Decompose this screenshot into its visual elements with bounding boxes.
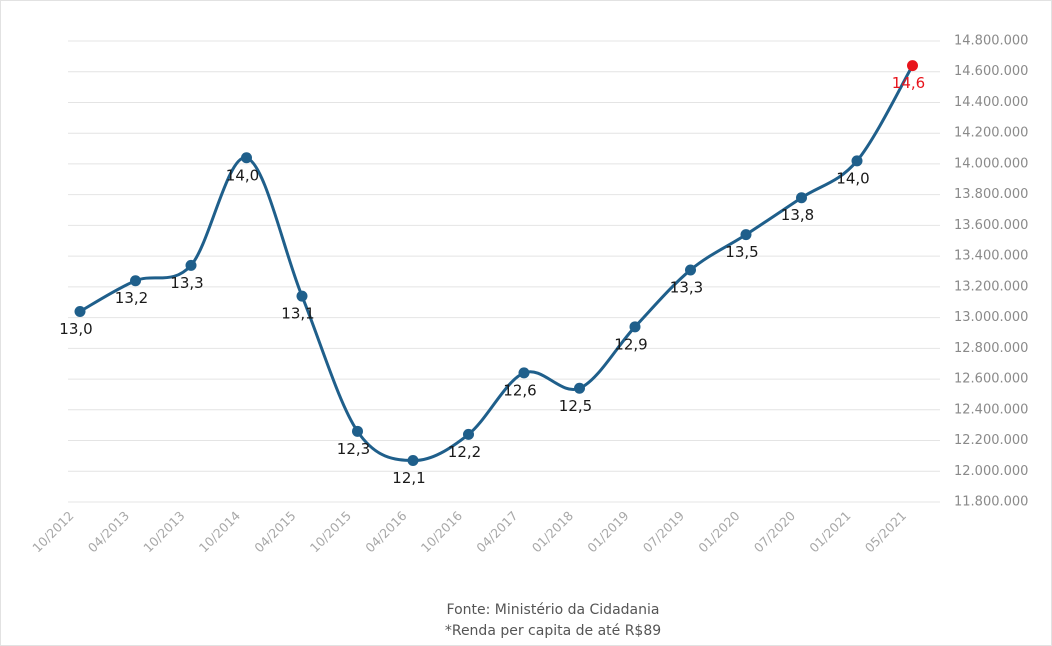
value-label: 13,0 bbox=[59, 320, 92, 338]
value-label: 12,2 bbox=[448, 443, 481, 461]
x-tick-label: 04/2017 bbox=[473, 508, 520, 555]
point bbox=[851, 155, 863, 167]
x-tick-label: 10/2013 bbox=[140, 508, 187, 555]
value-label: 12,1 bbox=[392, 469, 425, 487]
value-label: 12,5 bbox=[559, 397, 592, 415]
y-tick-label: 12.000.000 bbox=[954, 464, 1028, 479]
value-label: 13,5 bbox=[725, 243, 758, 261]
value-label: 12,6 bbox=[503, 381, 536, 399]
point bbox=[463, 428, 474, 440]
point bbox=[74, 305, 86, 317]
point bbox=[629, 321, 641, 333]
y-tick-label: 14.200.000 bbox=[954, 126, 1028, 141]
x-tick-label: 10/2015 bbox=[307, 508, 354, 555]
value-label: 12,3 bbox=[337, 440, 370, 458]
x-tick-label: 04/2015 bbox=[251, 508, 298, 555]
y-tick-label: 12.400.000 bbox=[954, 402, 1028, 417]
y-tick-label: 12.600.000 bbox=[954, 372, 1028, 387]
y-tick-label: 13.400.000 bbox=[954, 249, 1028, 264]
y-tick-label: 11.800.000 bbox=[954, 495, 1028, 510]
point bbox=[241, 152, 252, 164]
point bbox=[352, 425, 363, 437]
x-tick-label: 05/2021 bbox=[862, 508, 909, 555]
y-tick-label: 13.200.000 bbox=[954, 279, 1028, 294]
y-tick-label: 14.800.000 bbox=[954, 34, 1028, 49]
value-label: 14,6 bbox=[892, 74, 925, 92]
y-tick-label: 14.600.000 bbox=[954, 64, 1028, 79]
y-tick-label: 12.200.000 bbox=[954, 433, 1028, 448]
value-label: 13,1 bbox=[281, 305, 314, 323]
value-label: 12,9 bbox=[614, 335, 647, 353]
x-tick-label: 07/2019 bbox=[640, 508, 687, 555]
point bbox=[685, 264, 696, 276]
x-tick-label: 01/2018 bbox=[529, 508, 576, 555]
y-tick-label: 14.000.000 bbox=[954, 156, 1028, 171]
point bbox=[296, 290, 308, 302]
point bbox=[740, 229, 752, 241]
line bbox=[79, 64, 914, 463]
x-tick-label: 10/2016 bbox=[418, 508, 465, 555]
y-tick-label: 13.600.000 bbox=[954, 218, 1028, 233]
value-label: 14,0 bbox=[836, 169, 869, 187]
point bbox=[185, 259, 197, 271]
point bbox=[907, 60, 918, 72]
x-tick-label: 04/2016 bbox=[362, 508, 409, 555]
y-tick-label: 13.000.000 bbox=[954, 310, 1028, 325]
x-tick-label: 07/2020 bbox=[751, 508, 798, 555]
x-tick-label: 01/2021 bbox=[806, 508, 853, 555]
x-tick-label: 10/2012 bbox=[29, 508, 76, 555]
point bbox=[518, 367, 530, 379]
value-label: 13,2 bbox=[115, 289, 148, 307]
point bbox=[407, 455, 419, 467]
footnote: *Renda per capita de até R$89 bbox=[445, 623, 661, 639]
point bbox=[796, 192, 807, 204]
x-tick-label: 01/2019 bbox=[584, 508, 631, 555]
y-tick-label: 14.400.000 bbox=[954, 95, 1028, 110]
point bbox=[130, 275, 141, 287]
footnote: Fonte: Ministério da Cidadania bbox=[447, 602, 660, 618]
value-label: 13,3 bbox=[670, 278, 703, 296]
x-tick-label: 01/2020 bbox=[695, 508, 742, 555]
value-label: 14,0 bbox=[226, 166, 259, 184]
y-tick-label: 13.800.000 bbox=[954, 187, 1028, 202]
value-label: 13,3 bbox=[170, 274, 203, 292]
y-tick-label: 12.800.000 bbox=[954, 341, 1028, 356]
x-tick-label: 04/2013 bbox=[85, 508, 132, 555]
x-tick-label: 10/2014 bbox=[196, 508, 243, 555]
point bbox=[574, 382, 585, 394]
value-label: 13,8 bbox=[781, 206, 814, 224]
